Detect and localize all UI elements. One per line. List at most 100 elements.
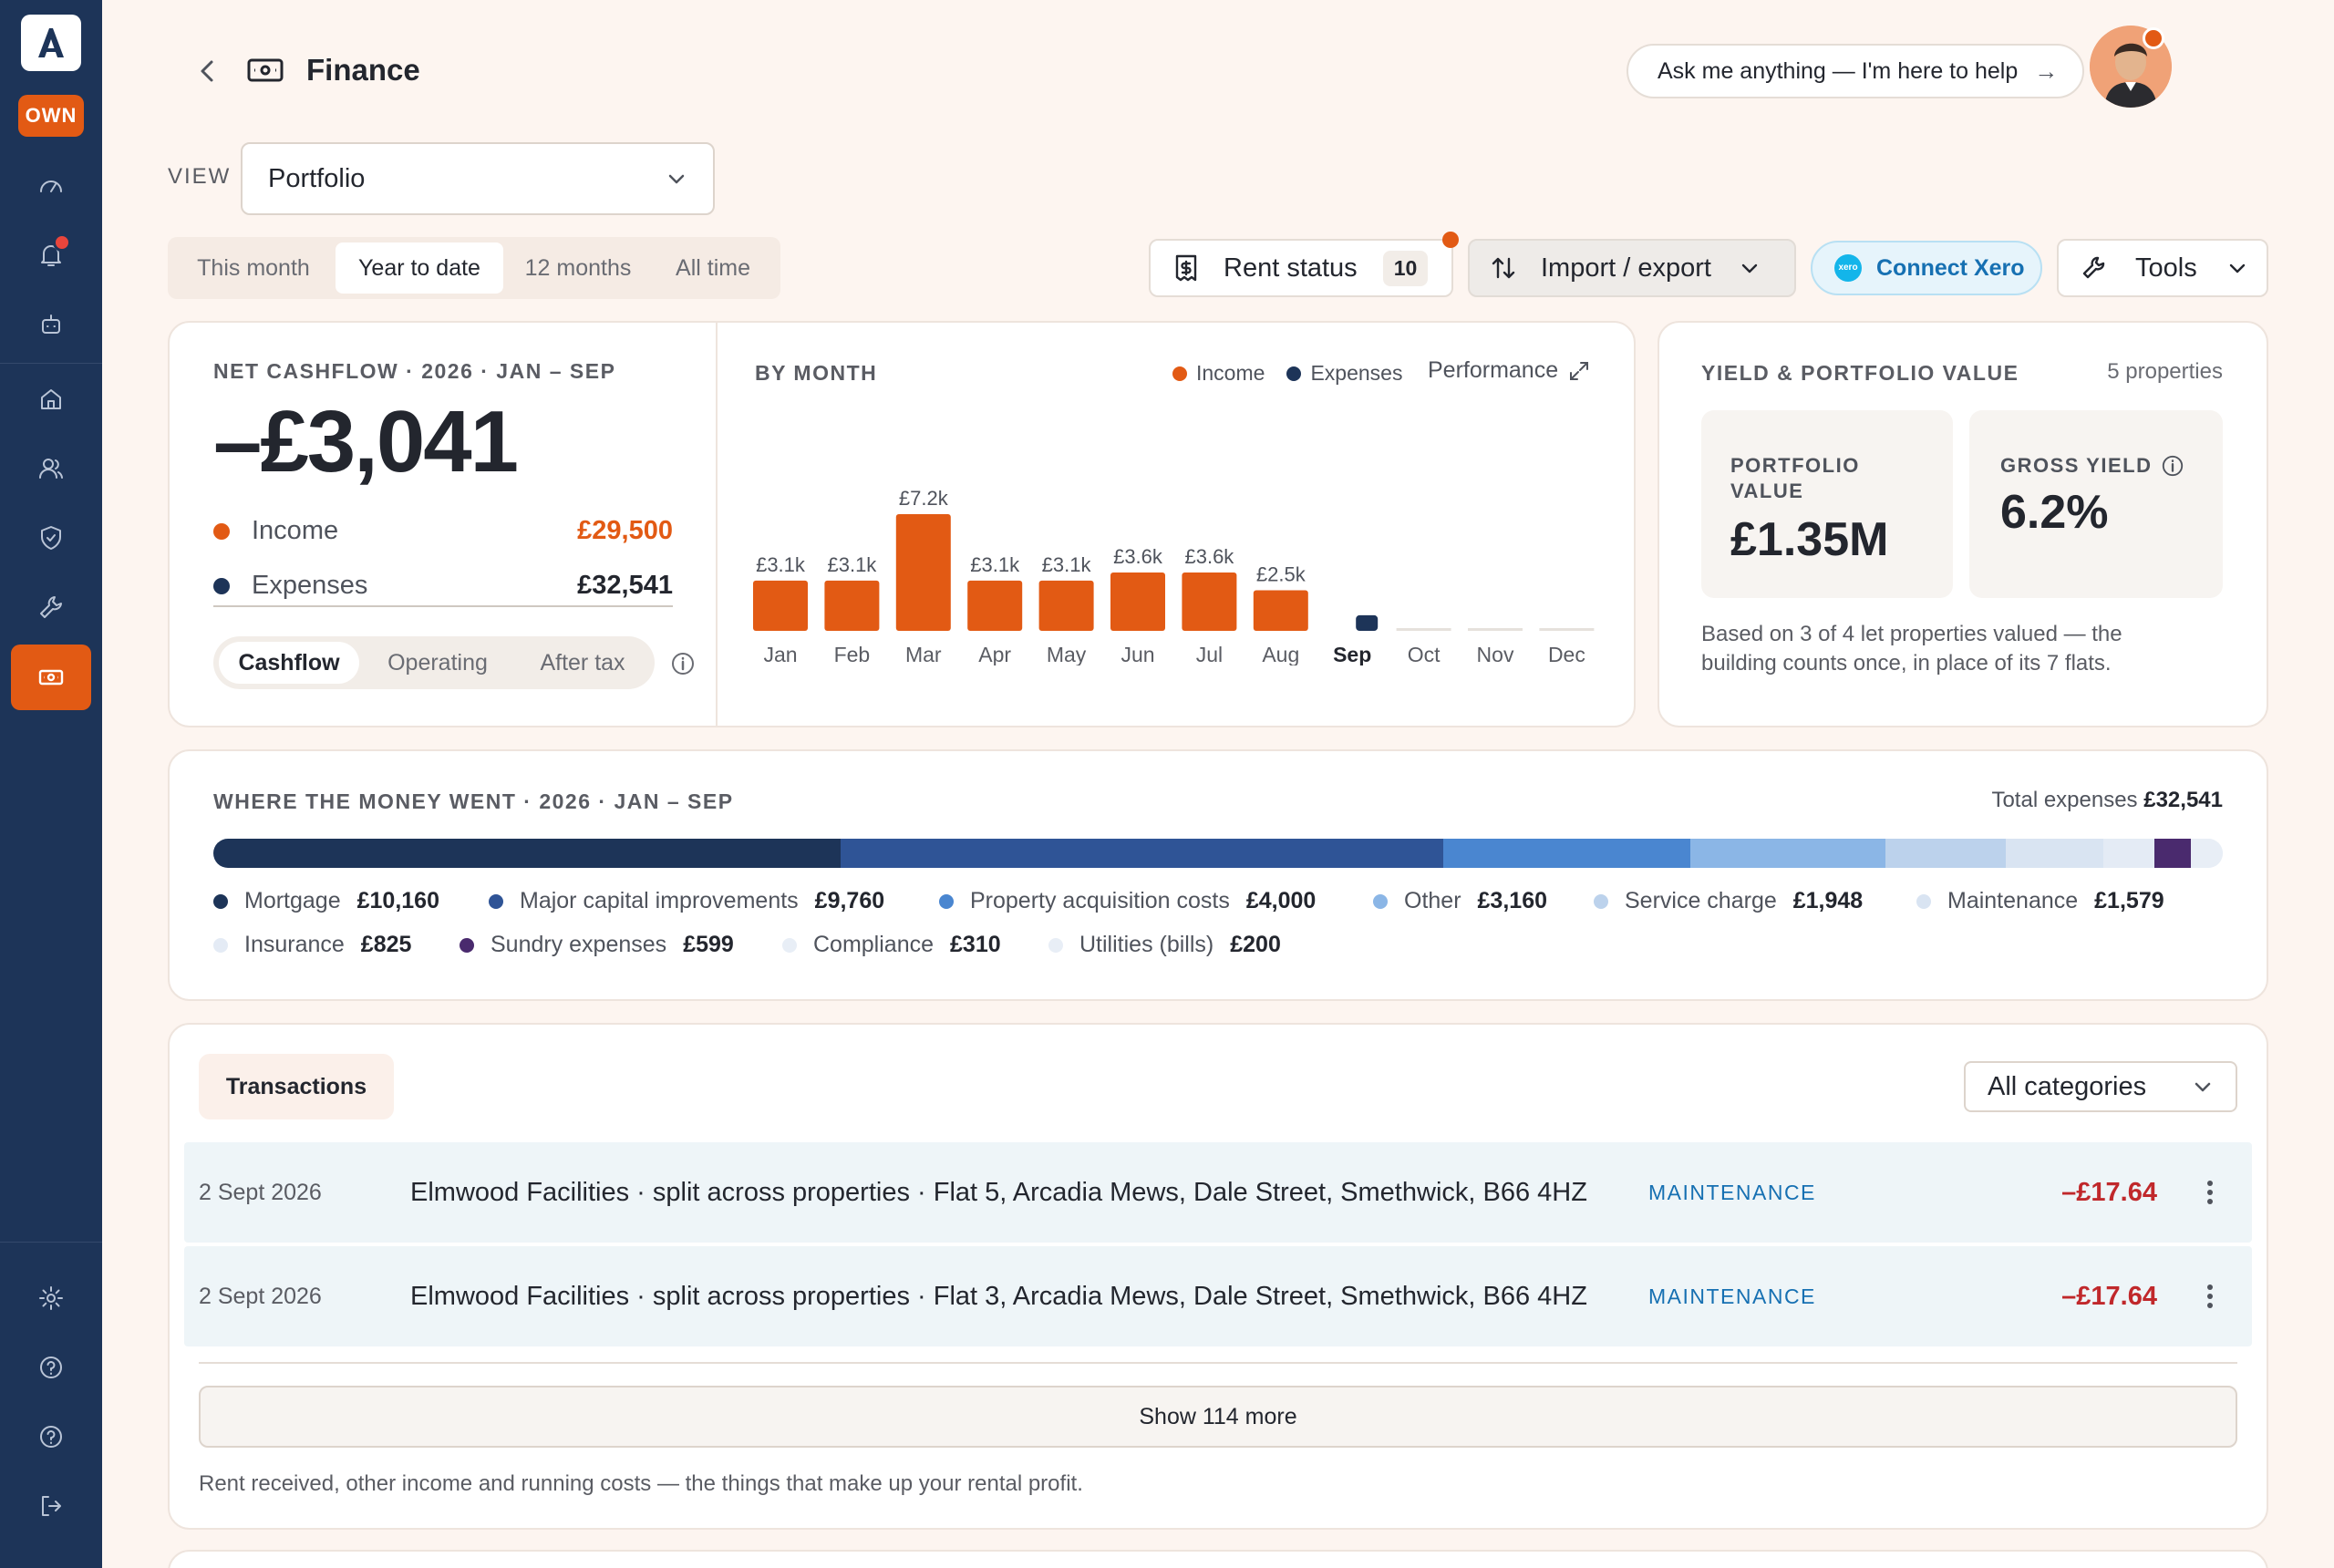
- back-icon[interactable]: [191, 53, 224, 89]
- legend-value: £599: [683, 932, 734, 957]
- table-row[interactable]: 2 Sept 2026 Elmwood Facilities · split a…: [184, 1246, 2252, 1346]
- finance-nav-icon[interactable]: [11, 645, 91, 710]
- ask-assistant-button[interactable]: Ask me anything — I'm here to help →: [1627, 44, 2084, 98]
- income-bar-jan[interactable]: [753, 580, 808, 631]
- expense-bar-sep[interactable]: [1356, 614, 1379, 631]
- home-icon[interactable]: [27, 376, 75, 423]
- expense-segment[interactable]: [1443, 839, 1691, 868]
- legend-expenses-dot: [1286, 366, 1302, 381]
- bar-value-label: £2.5k: [1256, 563, 1306, 586]
- gross-yield-label: GROSS YIELD: [2000, 454, 2153, 477]
- app-logo[interactable]: [21, 15, 81, 71]
- cashflow-rule: [213, 605, 673, 607]
- gross-yield-tile: GROSS YIELD 6.2%: [1969, 410, 2223, 598]
- tab-transactions[interactable]: Transactions: [199, 1054, 394, 1119]
- rent-status-button[interactable]: Rent status 10: [1149, 239, 1453, 297]
- info-icon[interactable]: [670, 651, 696, 676]
- expense-segment[interactable]: [1885, 839, 2007, 868]
- x-axis-label: Dec: [1548, 643, 1585, 665]
- income-bar-feb[interactable]: [824, 580, 880, 631]
- by-month-label: BY MONTH: [755, 361, 878, 385]
- legend-value: £310: [950, 932, 1001, 957]
- transaction-amount: –£17.64: [2061, 1281, 2157, 1311]
- info-icon[interactable]: [2161, 454, 2184, 478]
- income-label: Income: [252, 516, 339, 545]
- show-more-button[interactable]: Show 114 more: [199, 1386, 2237, 1448]
- view-select[interactable]: Portfolio: [241, 142, 715, 215]
- rent-status-label: Rent status: [1224, 253, 1358, 283]
- expense-segment[interactable]: [2191, 839, 2211, 868]
- expenses-legend: Expenses: [213, 571, 367, 601]
- performance-button[interactable]: Performance: [1428, 357, 1591, 384]
- income-bar-jun[interactable]: [1110, 573, 1165, 631]
- notifications-icon[interactable]: [27, 232, 75, 279]
- x-axis-label: Sep: [1333, 643, 1371, 665]
- legend-label: Compliance: [813, 932, 935, 957]
- portfolio-value: £1.35M: [1730, 513, 1889, 566]
- legend-value: £9,760: [814, 888, 885, 913]
- logout-icon[interactable]: [27, 1482, 75, 1530]
- expense-segment[interactable]: [2153, 839, 2192, 868]
- legend-dot: [489, 893, 503, 909]
- tenants-icon[interactable]: [27, 445, 75, 492]
- transaction-amount: –£17.64: [2061, 1177, 2157, 1207]
- expense-segment[interactable]: [1690, 839, 1886, 868]
- legend-dot: [782, 937, 797, 953]
- legend-value: £1,948: [1792, 888, 1864, 913]
- category-filter-value: All categories: [1988, 1071, 2147, 1101]
- transaction-category: MAINTENANCE: [1648, 1180, 1816, 1204]
- income-bar-apr[interactable]: [967, 580, 1023, 631]
- more-options-icon[interactable]: [2205, 1179, 2215, 1206]
- transaction-category: MAINTENANCE: [1648, 1284, 1816, 1308]
- rent-status-dot: [1442, 232, 1459, 248]
- period-this-month[interactable]: This month: [197, 254, 310, 281]
- x-axis-label: Jan: [763, 643, 797, 665]
- expense-segment[interactable]: [213, 839, 842, 868]
- expense-segment[interactable]: [841, 839, 1444, 868]
- legend-value: £10,160: [356, 888, 439, 913]
- period-all-time[interactable]: All time: [676, 254, 750, 281]
- tab-cashflow[interactable]: Cashflow: [219, 642, 359, 684]
- expense-segment[interactable]: [2210, 839, 2223, 868]
- connect-xero-button[interactable]: xero Connect Xero: [1811, 241, 2042, 295]
- bar-value-label: £3.6k: [1184, 545, 1234, 568]
- expense-segment[interactable]: [2006, 839, 2103, 868]
- shield-icon[interactable]: [27, 514, 75, 562]
- income-bar-jul[interactable]: [1182, 573, 1237, 631]
- legend-income-dot: [1172, 366, 1187, 381]
- dashboard-icon[interactable]: [27, 162, 75, 210]
- logo-icon: [38, 28, 64, 57]
- net-cashflow-value: –£3,041: [213, 393, 519, 490]
- legend-item: Mortgage £10,160: [213, 888, 439, 914]
- support-icon[interactable]: [27, 1413, 75, 1460]
- net-cashflow-label: NET CASHFLOW · 2026 · JAN – SEP: [213, 359, 616, 383]
- wrench-icon[interactable]: [27, 583, 75, 631]
- x-axis-label: Nov: [1477, 643, 1514, 665]
- income-bar-mar[interactable]: [895, 514, 951, 631]
- avatar-status-dot: [2143, 27, 2164, 49]
- category-filter-select[interactable]: All categories: [1964, 1061, 2237, 1112]
- tab-after-tax[interactable]: After tax: [540, 649, 625, 676]
- expense-segment[interactable]: [2102, 839, 2154, 868]
- legend-label: Sundry expenses: [491, 932, 667, 957]
- list-divider: [199, 1362, 2237, 1364]
- performance-label: Performance: [1428, 357, 1559, 383]
- legend-item: Compliance £310: [782, 932, 1001, 958]
- income-bar-may[interactable]: [1038, 580, 1094, 631]
- empty-bar-dec: [1539, 628, 1595, 631]
- bot-icon[interactable]: [27, 301, 75, 348]
- more-options-icon[interactable]: [2205, 1283, 2215, 1310]
- legend-item: Major capital improvements £9,760: [489, 888, 884, 914]
- tab-operating[interactable]: Operating: [387, 649, 488, 676]
- period-12-months[interactable]: 12 months: [524, 254, 632, 281]
- own-badge[interactable]: OWN: [18, 95, 84, 137]
- table-row[interactable]: 2 Sept 2026 Elmwood Facilities · split a…: [184, 1142, 2252, 1243]
- tools-button[interactable]: Tools: [2057, 239, 2268, 297]
- sidebar: OWN: [0, 0, 102, 1568]
- import-export-button[interactable]: Import / export: [1468, 239, 1796, 297]
- help-icon[interactable]: [27, 1344, 75, 1391]
- settings-icon[interactable]: [27, 1274, 75, 1322]
- income-bar-aug[interactable]: [1253, 590, 1308, 631]
- period-year-to-date[interactable]: Year to date: [336, 242, 503, 294]
- legend-item: Sundry expenses £599: [460, 932, 734, 958]
